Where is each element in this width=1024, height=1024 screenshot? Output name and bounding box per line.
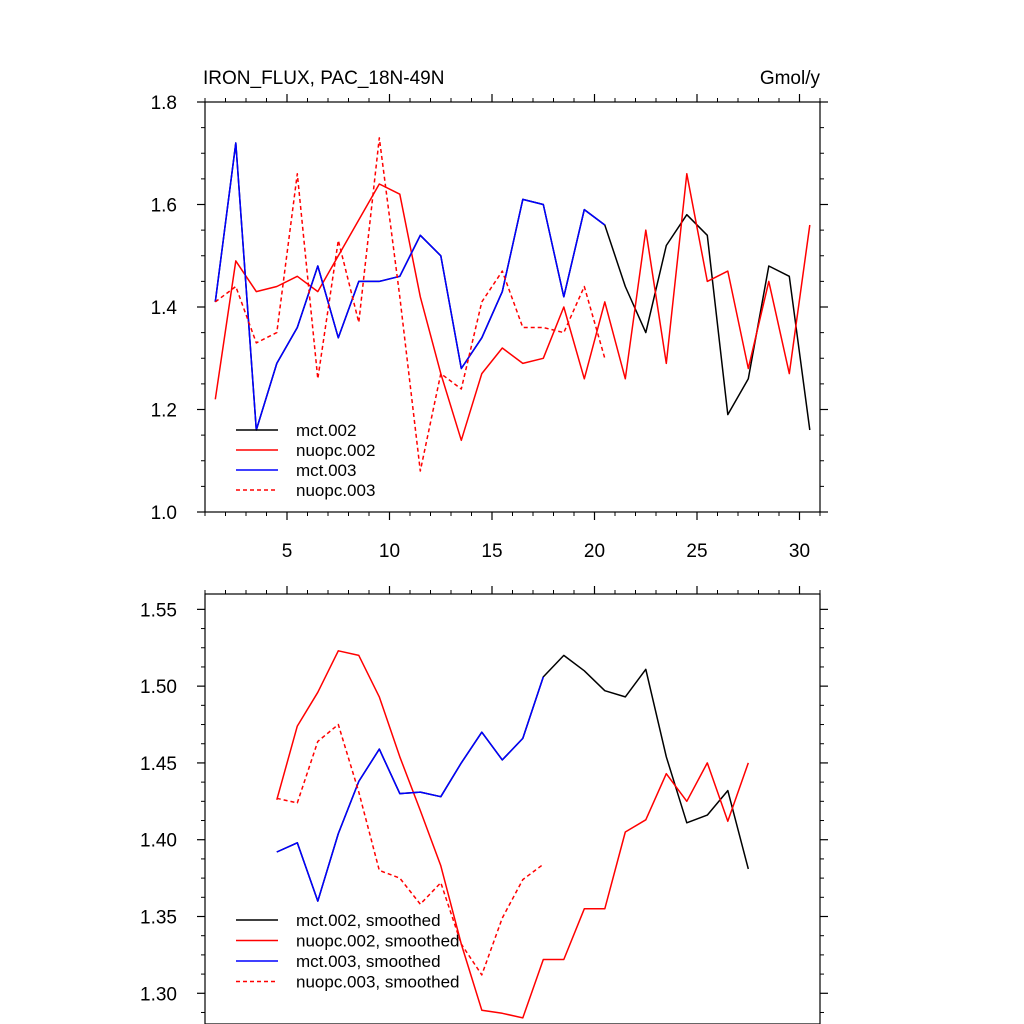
series-line-mct-003 <box>214 142 606 431</box>
y-tick-label: 1.0 <box>151 503 177 524</box>
bottom-panel: 1.30 1.35 1.40 1.45 1.50 1.55 mct.002, smooth… <box>140 586 828 1024</box>
x-tick-label: 25 <box>686 541 707 562</box>
chart-units: Gmol/y <box>760 68 821 89</box>
legend-label: nuopc.002, smoothed <box>296 932 460 951</box>
series-line-nuopc-003 <box>214 137 606 472</box>
y-tick-label: 1.45 <box>140 754 177 775</box>
legend-label: mct.002, smoothed <box>296 911 441 930</box>
y-tick-label: 1.2 <box>151 401 177 422</box>
bottom-tick-layer: 1.30 1.35 1.40 1.45 1.50 1.55 <box>140 586 828 1013</box>
bottom-series-layer <box>276 650 750 1019</box>
y-tick-label: 1.35 <box>140 908 177 929</box>
top-tick-layer: 1.0 1.2 1.4 1.6 1.8 5 10 15 20 25 30 <box>151 93 828 562</box>
series-line-nuopc-002-smoothed <box>276 650 750 1019</box>
y-tick-label: 1.50 <box>140 677 177 698</box>
series-line-nuopc-003-smoothed <box>276 723 544 976</box>
chart-title: IRON_FLUX, PAC_18N-49N <box>203 68 444 89</box>
bottom-legend: mct.002, smoothed nuopc.002, smoothedmct.… <box>236 911 460 992</box>
x-tick-label: 30 <box>789 541 810 562</box>
legend-label: mct.003 <box>296 461 356 480</box>
series-line-mct-002 <box>214 142 811 431</box>
legend-label: nuopc.003 <box>296 481 375 500</box>
legend-label: nuopc.002 <box>296 441 375 460</box>
y-tick-label: 1.8 <box>151 93 177 114</box>
legend-label: nuopc.003, smoothed <box>296 973 460 992</box>
y-tick-label: 1.55 <box>140 600 177 621</box>
x-tick-label: 20 <box>584 541 605 562</box>
x-tick-label: 15 <box>481 541 502 562</box>
series-line-mct-003-smoothed <box>276 676 545 902</box>
y-tick-label: 1.30 <box>140 984 177 1005</box>
series-line-nuopc-002 <box>214 173 811 442</box>
y-tick-label: 1.40 <box>140 831 177 852</box>
y-tick-label: 1.4 <box>151 298 178 319</box>
legend-label: mct.002 <box>296 421 356 440</box>
x-tick-label: 5 <box>282 541 293 562</box>
y-tick-label: 1.6 <box>151 196 177 217</box>
x-tick-label: 10 <box>379 541 400 562</box>
legend-label: mct.003, smoothed <box>296 952 441 971</box>
series-line-mct-002-smoothed <box>276 654 750 902</box>
top-series-layer <box>214 137 811 472</box>
top-panel: IRON_FLUX, PAC_18N-49N Gmol/y 1.01.21.41… <box>151 68 828 562</box>
